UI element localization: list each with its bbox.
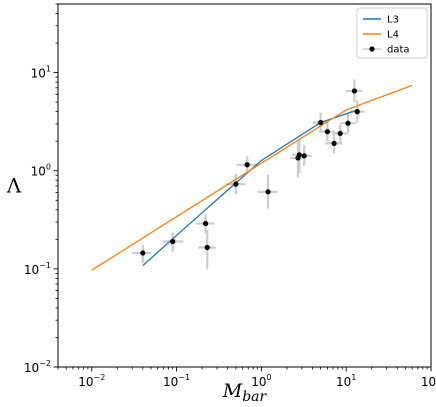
data-point bbox=[337, 130, 343, 137]
x-tick-label: 10−2 bbox=[78, 373, 105, 389]
data-point bbox=[324, 129, 330, 135]
x-axis-label: Mbar bbox=[222, 380, 268, 405]
legend: L3 L4 data bbox=[356, 7, 428, 59]
x-tick-label-base: 10 bbox=[251, 375, 266, 389]
x-tick-label-exponent: 0 bbox=[266, 373, 271, 382]
y-tick-label: 10−2 bbox=[24, 359, 51, 375]
x-tick-label-exponent: −2 bbox=[93, 373, 105, 382]
data-point bbox=[204, 244, 210, 251]
legend-box bbox=[356, 7, 428, 59]
x-tick-label: 10−1 bbox=[163, 373, 190, 389]
x-tick-label-base: 10 bbox=[78, 375, 93, 389]
data-point bbox=[170, 238, 176, 245]
y-tick-label-base: 10 bbox=[24, 361, 39, 375]
series-lines bbox=[91, 84, 413, 271]
legend-swatch-marker bbox=[369, 46, 375, 52]
plot-frame bbox=[57, 3, 432, 368]
y-tick-label: 101 bbox=[31, 65, 51, 81]
legend-label-l4: L4 bbox=[387, 30, 399, 41]
x-tick-label-base: 10 bbox=[163, 375, 178, 389]
data-markers bbox=[140, 88, 360, 256]
data-point bbox=[203, 220, 209, 227]
legend-label-l3: L3 bbox=[387, 15, 399, 26]
x-axis-label-sub: bar bbox=[242, 389, 267, 405]
x-tick-label: 100 bbox=[251, 373, 271, 389]
data-point bbox=[351, 88, 358, 94]
x-axis-label-main: M bbox=[222, 380, 243, 402]
data-point bbox=[318, 119, 324, 126]
y-tick-label-base: 10 bbox=[24, 263, 39, 277]
data-point bbox=[331, 140, 337, 146]
data-point bbox=[233, 181, 239, 187]
x-tick-label-exponent: −1 bbox=[178, 373, 190, 382]
data-point bbox=[265, 189, 271, 195]
x-tick-label-base: 10 bbox=[421, 375, 436, 389]
y-axis-label: Λ bbox=[6, 174, 22, 198]
y-tick-label-exponent: 1 bbox=[46, 65, 51, 74]
y-tick-label-exponent: −2 bbox=[39, 359, 51, 368]
x-tick-label: 101 bbox=[336, 373, 356, 389]
x-axis-ticks: 10−210−1100101102 bbox=[57, 367, 436, 389]
y-tick-label-base: 10 bbox=[31, 165, 46, 179]
data-point bbox=[354, 109, 360, 115]
legend-label-data: data bbox=[387, 45, 410, 56]
y-tick-label-exponent: 0 bbox=[46, 163, 51, 172]
y-tick-label: 10−1 bbox=[24, 261, 51, 277]
series-line-l3 bbox=[142, 108, 359, 267]
x-tick-label: 102 bbox=[421, 373, 436, 389]
data-point bbox=[140, 250, 146, 256]
data-point bbox=[301, 153, 307, 159]
data-point bbox=[345, 120, 351, 126]
data-point bbox=[296, 152, 302, 158]
x-tick-label-exponent: 1 bbox=[351, 373, 356, 382]
series-line-l4 bbox=[91, 84, 413, 271]
y-tick-label-exponent: −1 bbox=[39, 261, 51, 270]
data-point bbox=[244, 162, 250, 168]
y-tick-label-base: 10 bbox=[31, 67, 46, 81]
x-tick-label-base: 10 bbox=[336, 375, 351, 389]
y-tick-label: 100 bbox=[31, 163, 51, 179]
